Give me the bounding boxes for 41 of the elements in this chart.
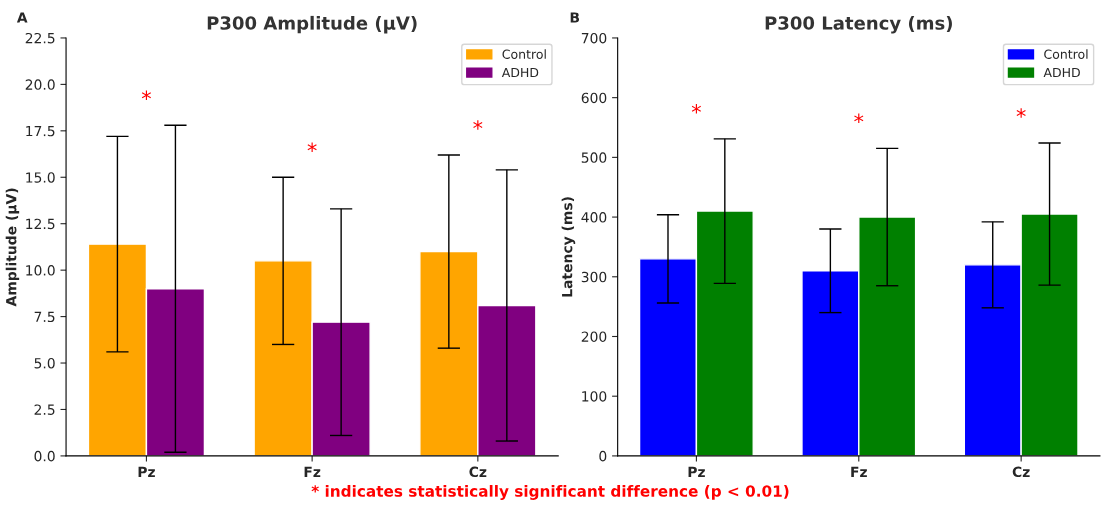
annotation: * — [141, 90, 152, 100]
y-axis-title: Amplitude (μV) — [5, 188, 20, 307]
y-tick-label: 100 — [582, 391, 607, 402]
y-tick-label: 15.0 — [26, 172, 55, 183]
chart-title: P300 Amplitude (μV) — [207, 15, 417, 34]
y-tick-label: 600 — [581, 92, 607, 104]
legend-label: ADHD — [501, 67, 539, 78]
y-tick-label: 0 — [599, 450, 607, 462]
annotation: * — [691, 104, 701, 114]
x-tick-label: Pz — [688, 466, 705, 477]
y-tick-label: 0.0 — [34, 450, 55, 462]
y-tick-label: 500 — [581, 152, 607, 163]
y-tick-label: 10.0 — [26, 265, 55, 276]
y-tick-label: 700 — [581, 32, 607, 44]
text: B — [570, 12, 580, 23]
y-tick-label: 400 — [581, 212, 607, 223]
y-axis-title: Latency (ms) — [561, 197, 576, 297]
annotation: * — [307, 142, 317, 152]
chart-title: P300 Latency (ms) — [765, 15, 952, 34]
x-tick-label: Cz — [469, 466, 487, 478]
y-tick-label: 12.5 — [26, 218, 55, 230]
annotation: * — [854, 113, 864, 124]
legend-label: Control — [502, 49, 546, 59]
legend-label: ADHD — [1043, 67, 1080, 78]
y-tick-label: 20.0 — [25, 79, 55, 90]
x-tick-label: Pz — [138, 466, 155, 477]
y-tick-label: 7.5 — [34, 311, 55, 323]
y-tick-label: 22.5 — [25, 32, 55, 44]
y-tick-label: 2.5 — [34, 404, 55, 415]
annotation: * — [473, 120, 483, 130]
text: * indicates statistically significant difference (p < 0.01) — [311, 485, 789, 500]
y-tick-label: 300 — [581, 271, 607, 283]
legend-label: Control — [1044, 49, 1088, 59]
x-tick-label: Cz — [1012, 466, 1030, 478]
y-tick-label: 17.5 — [26, 125, 55, 137]
annotation: * — [1016, 108, 1026, 118]
y-tick-label: 200 — [581, 331, 607, 342]
x-tick-label: Fz — [851, 466, 867, 477]
y-tick-label: 5.0 — [34, 358, 55, 369]
x-tick-label: Fz — [304, 466, 321, 477]
text: A — [16, 12, 28, 23]
